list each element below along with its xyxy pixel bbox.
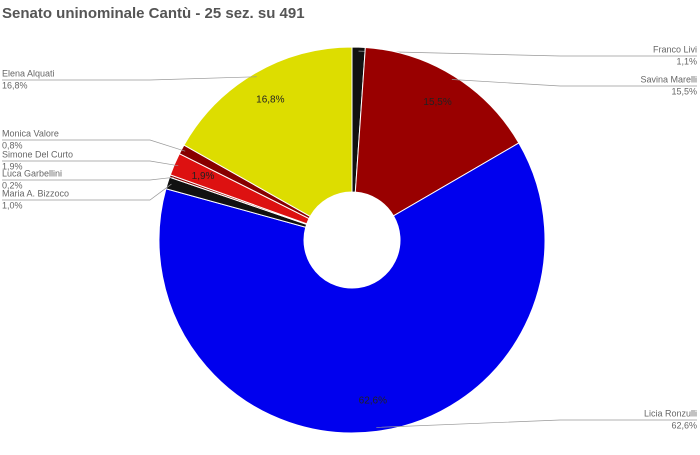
leader-line — [2, 139, 186, 152]
legend-value: 1,1% — [676, 56, 697, 66]
legend-label: Savina Marelli — [640, 74, 697, 84]
leader-line — [376, 419, 697, 428]
slice — [158, 142, 546, 434]
leader-line — [2, 76, 257, 81]
leader-line — [2, 183, 172, 201]
legend-value: 0,2% — [2, 180, 23, 190]
legend-value: 15,5% — [671, 86, 697, 96]
legend-label: Luca Garbellini — [2, 168, 62, 178]
leader-line — [358, 50, 697, 57]
legend-label: Simone Del Curto — [2, 149, 73, 159]
legend-value: 1,0% — [2, 200, 23, 210]
legend-label: Elena Alquati — [2, 68, 55, 78]
legend-label: Monica Valore — [2, 128, 59, 138]
chart-title: Senato uninominale Cantù - 25 sez. su 49… — [2, 5, 305, 22]
legend-value: 1,9% — [2, 161, 23, 171]
legend-value: 0,8% — [2, 140, 23, 150]
slice-label: 15,5% — [423, 97, 451, 108]
legend-label: Franco Livi — [653, 44, 697, 54]
legend-label: Maria A. Bizzoco — [2, 188, 69, 198]
leader-line — [2, 160, 179, 167]
leader-line — [451, 79, 697, 87]
leader-line — [2, 176, 174, 181]
slice — [183, 46, 353, 218]
slice-label: 1,9% — [192, 171, 215, 182]
slice-label: 62,6% — [359, 395, 387, 406]
slice — [354, 46, 520, 217]
legend-label: Licia Ronzulli — [644, 408, 697, 418]
legend-value: 62,6% — [671, 420, 697, 430]
legend-value: 16,8% — [2, 80, 28, 90]
slice-label: 16,8% — [256, 95, 284, 106]
